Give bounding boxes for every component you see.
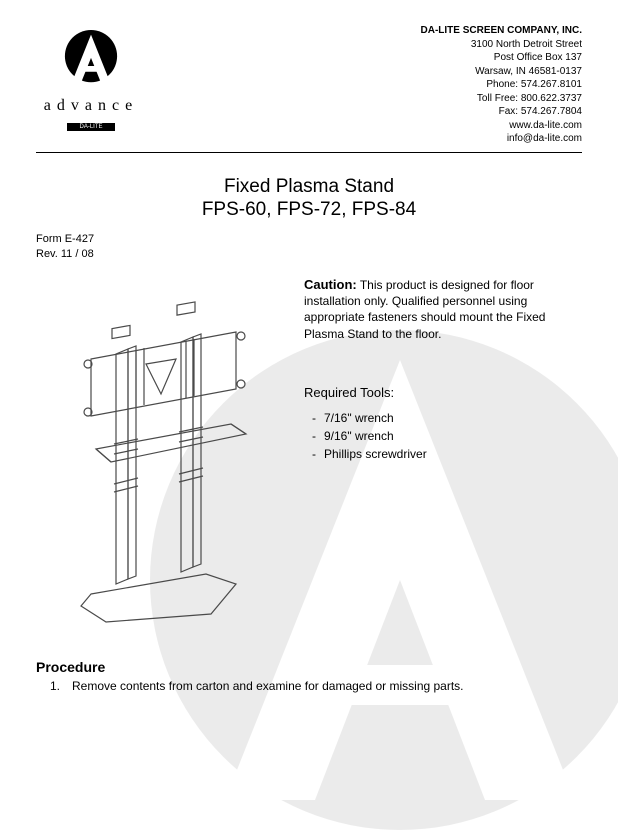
- brand-sub-box: DA-LITE: [67, 123, 114, 131]
- brand-logo-block: advance DA-LITE: [36, 24, 146, 133]
- form-number: Form E-427: [36, 232, 582, 247]
- company-name: DA-LITE SCREEN COMPANY, INC.: [421, 24, 583, 38]
- tool-item-label: 9/16" wrench: [324, 427, 394, 445]
- procedure-heading: Procedure: [36, 659, 582, 675]
- brand-name: advance: [36, 97, 146, 115]
- tool-item-label: 7/16" wrench: [324, 409, 394, 427]
- required-tools-heading: Required Tools:: [304, 384, 582, 402]
- procedure-step-text: Remove contents from carton and examine …: [72, 679, 464, 693]
- company-info: DA-LITE SCREEN COMPANY, INC. 3100 North …: [421, 24, 583, 146]
- procedure-step-number: 1.: [36, 679, 72, 693]
- company-fax: Fax: 574.267.7804: [421, 105, 583, 119]
- caution-label: Caution:: [304, 277, 357, 292]
- procedure-list: 1. Remove contents from carton and exami…: [36, 679, 582, 693]
- company-tollfree: Toll Free: 800.622.3737: [421, 92, 583, 106]
- company-phone: Phone: 574.267.8101: [421, 78, 583, 92]
- tool-item: - 7/16" wrench: [304, 409, 582, 427]
- revision: Rev. 11 / 08: [36, 247, 582, 262]
- product-illustration: [36, 294, 286, 624]
- bullet-dash: -: [304, 427, 324, 445]
- company-address-1: 3100 North Detroit Street: [421, 38, 583, 52]
- tool-item: - Phillips screwdriver: [304, 445, 582, 463]
- procedure-step: 1. Remove contents from carton and exami…: [36, 679, 582, 693]
- advance-logo-icon: [62, 30, 120, 88]
- tool-list: - 7/16" wrench - 9/16" wrench - Phillips…: [304, 409, 582, 463]
- bullet-dash: -: [304, 409, 324, 427]
- company-address-2: Post Office Box 137: [421, 51, 583, 65]
- document-title: Fixed Plasma Stand FPS-60, FPS-72, FPS-8…: [36, 175, 582, 223]
- company-email: info@da-lite.com: [421, 132, 583, 146]
- page-header: advance DA-LITE DA-LITE SCREEN COMPANY, …: [36, 24, 582, 153]
- tool-item-label: Phillips screwdriver: [324, 445, 427, 463]
- document-meta: Form E-427 Rev. 11 / 08: [36, 232, 582, 262]
- bullet-dash: -: [304, 445, 324, 463]
- title-line-2: FPS-60, FPS-72, FPS-84: [36, 198, 582, 222]
- company-web: www.da-lite.com: [421, 119, 583, 133]
- tool-item: - 9/16" wrench: [304, 427, 582, 445]
- caution-block: Caution: This product is designed for fl…: [304, 276, 582, 342]
- title-line-1: Fixed Plasma Stand: [36, 175, 582, 199]
- company-address-3: Warsaw, IN 46581-0137: [421, 65, 583, 79]
